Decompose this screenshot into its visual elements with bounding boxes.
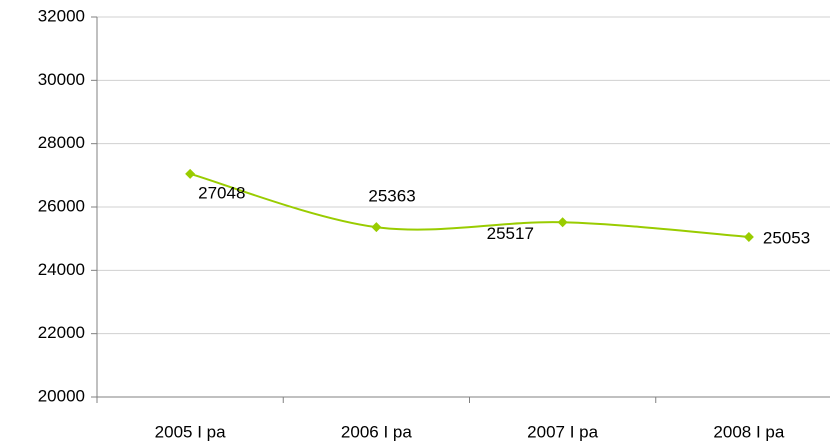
marker bbox=[371, 222, 382, 233]
x-tick-label: 2005 I pa bbox=[155, 422, 226, 441]
x-tick-label: 2008 I pa bbox=[713, 422, 784, 441]
y-tick-label: 32000 bbox=[38, 6, 85, 25]
y-tick-label: 22000 bbox=[38, 323, 85, 342]
y-tick-label: 30000 bbox=[38, 70, 85, 89]
data-label: 27048 bbox=[198, 183, 245, 202]
y-tick-label: 26000 bbox=[38, 196, 85, 215]
y-tick-label: 28000 bbox=[38, 133, 85, 152]
data-label: 25363 bbox=[368, 187, 415, 206]
data-label: 25517 bbox=[487, 224, 534, 243]
data-label: 25053 bbox=[763, 228, 810, 247]
y-tick-label: 20000 bbox=[38, 386, 85, 405]
x-tick-label: 2006 I pa bbox=[341, 422, 412, 441]
marker bbox=[185, 168, 196, 179]
marker bbox=[557, 217, 568, 228]
y-tick-label: 24000 bbox=[38, 260, 85, 279]
marker bbox=[743, 231, 754, 242]
line bbox=[189, 172, 749, 238]
x-tick-label: 2007 I pa bbox=[527, 422, 598, 441]
